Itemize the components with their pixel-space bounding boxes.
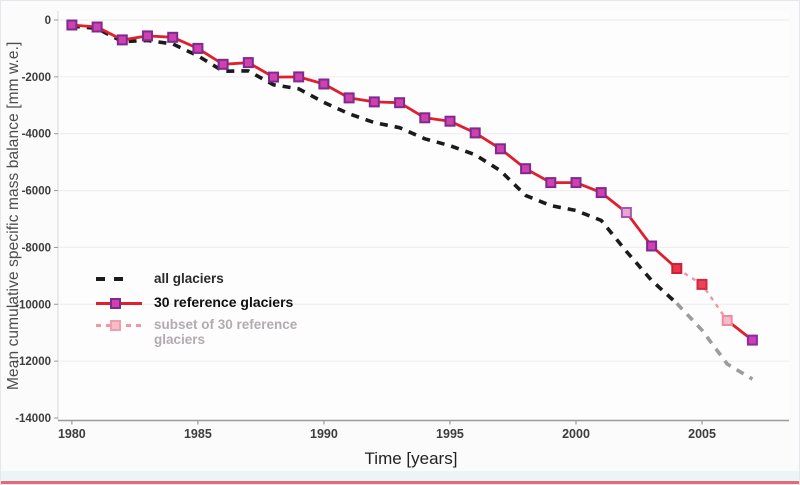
marker-1984 <box>167 31 179 43</box>
y-tick-label: -2000 <box>22 72 51 84</box>
marker-1998 <box>520 163 532 175</box>
marker-1990 <box>318 78 330 90</box>
marker-1992 <box>368 96 380 108</box>
marker-1988 <box>268 71 279 83</box>
marker-1989 <box>293 71 305 83</box>
legend-label: all glaciers <box>154 271 224 286</box>
marker-1980 <box>66 19 78 31</box>
marker-1987 <box>242 57 254 69</box>
series-30-reference-glaciers <box>676 267 729 322</box>
series-30-reference-glaciers <box>71 23 678 270</box>
marker-2000 <box>570 177 582 189</box>
legend: all glaciers 30 reference glaciers subse… <box>96 271 324 348</box>
marker-2003 <box>646 240 658 252</box>
marker-1999 <box>545 177 557 189</box>
y-tick-label: 0 <box>45 15 51 27</box>
legend-label: 30 reference glaciers <box>154 293 294 310</box>
y-tick-label: -10000 <box>15 299 51 311</box>
bottom-accent-line <box>1 481 799 484</box>
plot-area <box>58 11 789 421</box>
x-tick-label: 1995 <box>436 427 464 441</box>
marker-1982 <box>116 34 128 46</box>
marker-2006 <box>721 315 733 326</box>
y-tick-label: -6000 <box>22 186 51 198</box>
marker-2005 <box>696 278 708 290</box>
y-tick-label: -8000 <box>22 242 51 254</box>
marker-1986 <box>217 58 229 70</box>
y-tick-label: -12000 <box>15 356 51 368</box>
pink-dash-square-swatch <box>96 317 142 331</box>
x-tick-label: 2000 <box>562 427 590 441</box>
marker-1981 <box>91 21 103 33</box>
legend-item-subset: subset of 30 reference glaciers <box>96 317 324 348</box>
marker-1997 <box>494 143 506 155</box>
series-all-glaciers <box>675 302 754 381</box>
bottom-strip <box>1 471 799 481</box>
dashed-black-line-swatch <box>96 271 142 281</box>
legend-label: subset of 30 reference glaciers <box>154 316 298 348</box>
marker-1993 <box>394 97 406 109</box>
x-tick-label: 1980 <box>58 427 86 441</box>
legend-item-all-glaciers: all glaciers <box>96 271 324 287</box>
series-all-glaciers <box>71 24 679 305</box>
marker-2001 <box>595 187 607 199</box>
x-axis-title: Time [years] <box>364 449 458 468</box>
legend-item-reference-glaciers: 30 reference glaciers <box>96 294 324 310</box>
y-tick-label: -14000 <box>15 413 51 425</box>
marker-1983 <box>142 30 153 42</box>
marker-2007 <box>746 334 758 346</box>
x-tick-label: 1985 <box>184 427 212 441</box>
marker-1994 <box>419 112 431 124</box>
y-tick-label: -4000 <box>22 129 51 141</box>
marker-2004 <box>671 263 683 274</box>
marker-1985 <box>192 42 204 54</box>
marker-1991 <box>343 92 355 104</box>
red-line-square-swatch <box>96 294 142 310</box>
x-tick-label: 1990 <box>310 427 338 441</box>
x-tick-label: 2005 <box>688 427 716 441</box>
marker-1996 <box>469 127 481 139</box>
marker-1995 <box>444 115 456 127</box>
y-axis-title: Mean cumulative specific mass balance [m… <box>5 41 22 391</box>
marker-2002 <box>620 207 632 218</box>
